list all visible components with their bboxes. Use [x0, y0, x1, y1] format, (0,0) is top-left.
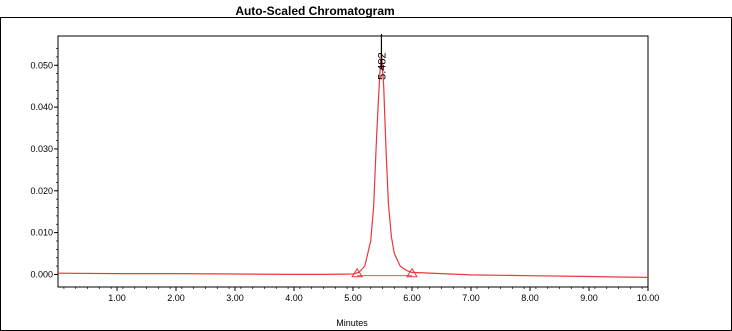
series-layer — [58, 53, 648, 278]
x-tick-label: 8.00 — [521, 293, 539, 303]
marker-layer: 5.482 — [352, 34, 417, 277]
chart-title: Auto-Scaled Chromatogram — [235, 4, 394, 18]
x-tick-label: 6.00 — [403, 293, 421, 303]
y-axis: 0.000 0.010 0.020 0.030 0.040 0.050 — [30, 49, 58, 280]
x-tick-label: 5.00 — [344, 293, 362, 303]
x-tick-label: 3.00 — [226, 293, 244, 303]
peak-retention-label: 5.482 — [376, 52, 388, 80]
series-line — [58, 53, 648, 278]
x-tick-label: 2.00 — [167, 293, 185, 303]
y-tick-label: 0.020 — [30, 186, 53, 196]
x-axis: 1.00 2.00 3.00 4.00 5.00 6.00 7.00 8.00 9.00 10.0… — [64, 287, 659, 303]
y-tick-label: 0.050 — [30, 60, 53, 70]
x-tick-label: 7.00 — [462, 293, 480, 303]
x-tick-label: 9.00 — [580, 293, 598, 303]
plot-border — [58, 36, 648, 287]
y-tick-label: 0.010 — [30, 228, 53, 238]
x-tick-label: 4.00 — [285, 293, 303, 303]
y-tick-label: 0.040 — [30, 102, 53, 112]
y-tick-label: 0.000 — [30, 269, 53, 279]
outer-border — [1, 18, 732, 331]
x-tick-label: 1.00 — [108, 293, 126, 303]
plot-area — [58, 36, 648, 287]
y-tick-label: 0.030 — [30, 144, 53, 154]
x-tick-label: 10.00 — [637, 293, 660, 303]
x-axis-title: Minutes — [336, 318, 368, 328]
